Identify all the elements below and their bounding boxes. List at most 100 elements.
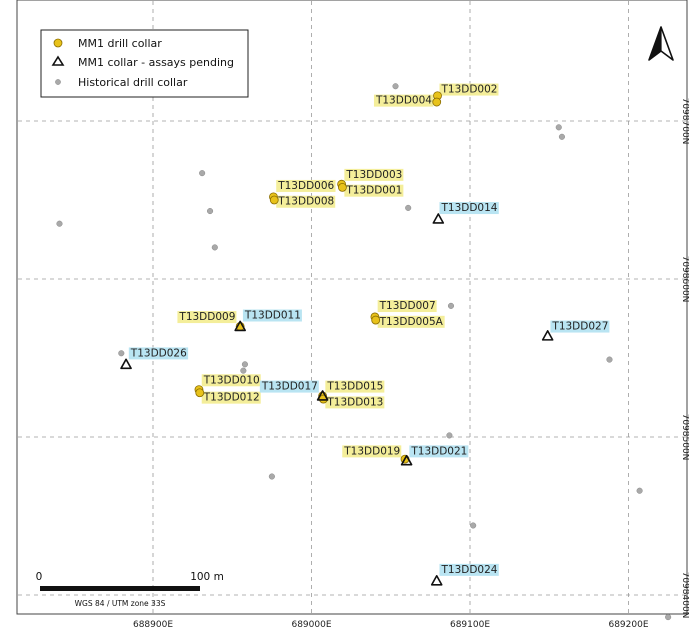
historical-collar-dot [118,350,125,357]
collar-label-text: T13DD011 [244,310,301,322]
pending-collar-triangle [430,574,443,586]
collar-label-bg [377,300,437,313]
collar-label: T13DD027 [550,320,610,333]
easting-tick-label: 689200E [608,620,648,630]
scale-end-label: 100 m [190,571,224,583]
pending-collar-triangle [400,454,413,466]
collar-label-text: T13DD026 [130,347,187,359]
legend-box [40,29,249,98]
collar-label: T13DD026 [128,347,189,360]
historical-collar-dot [636,487,643,494]
collar-label-bg [259,380,319,393]
collar-label-text: T13DD021 [410,445,467,457]
easting-tick-label: 689000E [291,620,331,630]
collar-label-text: T13DD010 [203,374,260,386]
historical-collar-dot [268,473,275,480]
historical-collar-dot [405,204,412,211]
mm1-collar-marker [195,388,205,398]
collar-label-text: T13DD005A [379,316,444,328]
historical-collar-dot [606,356,613,363]
legend-label-mm1: MM1 drill collar [78,37,162,50]
collar-label-bg [344,184,404,197]
historical-collar-dot [392,83,399,90]
collar-label: T13DD003 [344,168,404,181]
collar-label: T13DD002 [439,83,499,96]
historical-collar-dot [665,614,672,621]
collar-label-text: T13DD008 [277,196,334,208]
collar-label: T13DD015 [325,380,385,393]
collar-label-bg [325,396,385,409]
legend-grey-dot-icon [55,79,61,85]
historical-collar-dot [207,208,214,215]
collar-label-text: T13DD003 [345,169,402,181]
historical-collar-dot [241,361,248,368]
pending-collar-triangle [541,330,554,341]
collar-label-bg [128,347,189,360]
collar-label: T13DD012 [201,391,261,404]
pending-collar-triangle [234,320,246,332]
collar-label-text: T13DD017 [261,381,318,393]
collar-label: T13DD004 [373,94,434,107]
legend-gold-circle-icon [53,38,63,48]
northing-tick-label: 7098600N [680,256,689,303]
easting-tick-label: 689100E [450,620,490,630]
collar-label-bg [377,315,445,328]
grid-lines [18,1,686,613]
historical-collar-dot [447,302,455,309]
historical-collar-dot [558,133,565,140]
collar-label-bg [344,168,404,181]
collar-label-text: T13DD013 [326,396,383,408]
historical-collar-dot [470,522,477,529]
historical-collar-dot [211,244,218,251]
collar-label-bg [550,320,610,333]
pending-collar-triangle [316,390,329,401]
collar-label-bg [242,309,302,322]
collar-label-text: T13DD009 [178,311,235,323]
mm1-collar-marker [269,195,279,205]
collar-labels-layer: T13DD002 T13DD004 T13DD003 T13DD001 T13DD006… [128,83,610,576]
collar-label-bg [201,374,261,387]
crs-label: WGS 84 / UTM zone 33S [75,599,166,608]
north-arrow-icon [648,26,674,61]
historical-collars-layer [56,83,672,621]
northing-tick-label: 7098700N [680,98,689,145]
pending-collar-triangle [432,213,445,224]
collar-label-bg [342,445,402,458]
collar-label: T13DD017 [259,380,319,393]
historical-collar-dot [240,367,247,374]
collar-label-text: T13DD001 [345,185,402,197]
pending-collar-triangle [120,358,132,370]
collar-label-text: T13DD024 [440,564,497,576]
scale-start-label: 0 [36,571,43,583]
collar-label: T13DD010 [201,374,261,387]
legend-label-pending: MM1 collar - assays pending [78,56,234,69]
map-frame [16,0,688,615]
historical-collar-dot [446,432,453,439]
collar-label-text: T13DD012 [203,392,260,404]
northing-tick-label: 7098500N [680,414,689,461]
scale-bar-rect [40,586,200,591]
coordinate-ticks: 688900E 689000E 689100E 689200E 7098700N 7098… [133,98,689,630]
collar-label-bg [373,94,434,107]
collar-label: T13DD006 [276,179,336,192]
historical-collar-dot [56,220,63,227]
collar-label-bg [276,195,336,208]
collar-label-bg [177,311,237,324]
collar-label-text: T13DD014 [440,202,497,214]
northing-tick-label: 7098400N [680,572,689,619]
collar-label: T13DD005A [377,315,445,328]
collar-label: T13DD019 [342,445,402,458]
historical-collar-dot [199,170,206,177]
collar-label-bg [439,563,499,576]
collar-label: T13DD009 [177,311,237,324]
collar-label: T13DD021 [409,445,469,458]
easting-tick-label: 688900E [133,620,173,630]
scale-bar: 0 100 m WGS 84 / UTM zone 33S [36,571,224,608]
collar-label: T13DD013 [325,396,385,409]
collar-label: T13DD014 [439,202,499,215]
legend-label-historical: Historical drill collar [78,76,188,89]
collar-label-bg [325,380,385,393]
pending-collars-layer [120,213,554,586]
